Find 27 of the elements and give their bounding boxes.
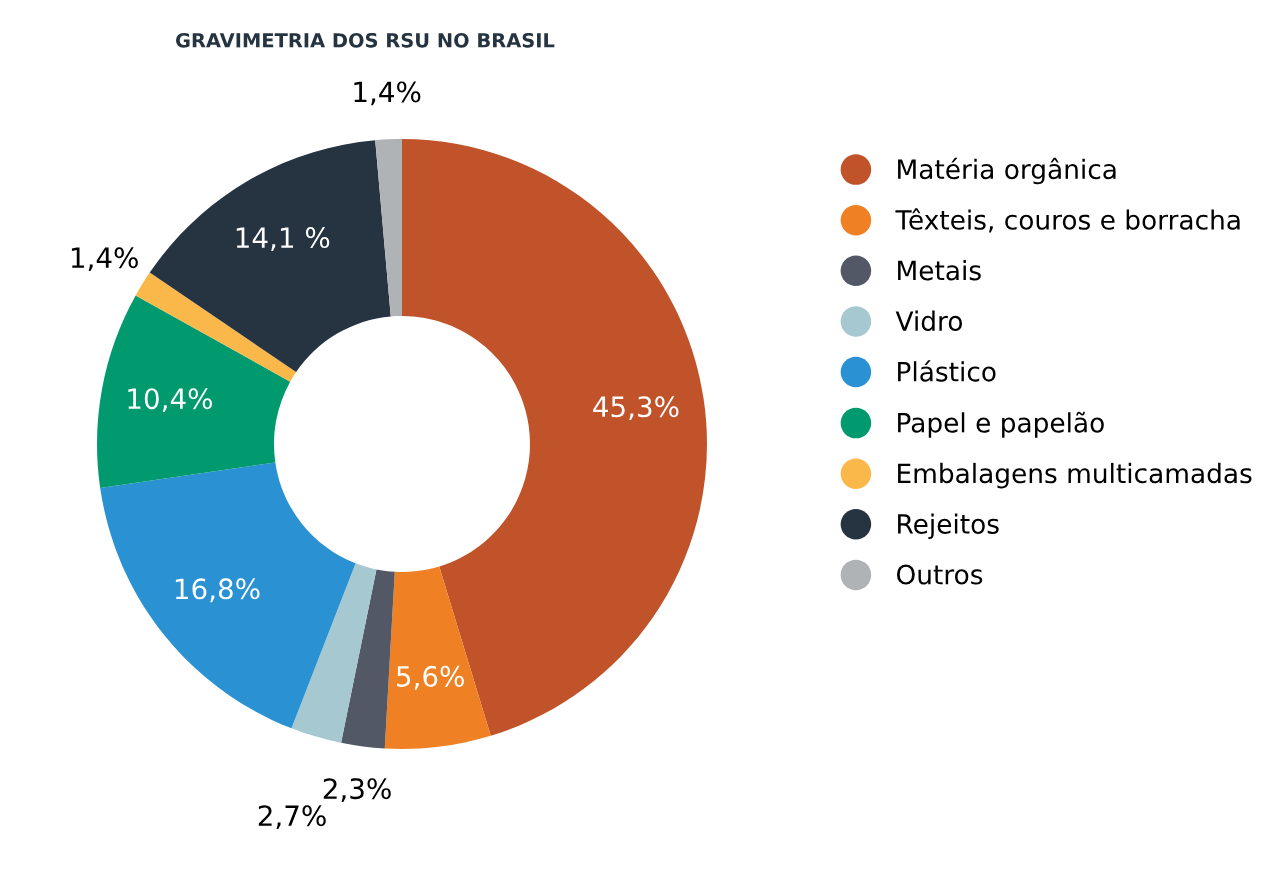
legend-label: Têxteis, couros e borracha — [895, 208, 1240, 233]
donut-slice — [291, 563, 377, 743]
data-label: 2,7% — [258, 805, 326, 830]
data-label: 16,8% — [175, 578, 260, 603]
legend-label: Papel e papelão — [898, 411, 1104, 438]
donut-slice — [149, 140, 391, 373]
legend-label: Rejeitos — [898, 513, 999, 540]
data-label: 5,6% — [397, 665, 464, 690]
legend-label: Outros — [896, 564, 983, 585]
legend-label: Metais — [898, 259, 981, 281]
legend-label: Vidro — [895, 310, 962, 332]
donut-slice — [384, 566, 491, 749]
donut-slice — [100, 462, 356, 729]
legend-label: Embalagens multicamadas — [898, 462, 1252, 489]
data-label: 10,4% — [128, 388, 212, 413]
data-label: 1,4% — [71, 247, 138, 272]
data-label: 14,1 % — [236, 227, 330, 251]
donut-slice — [341, 569, 395, 749]
donut-slice — [97, 295, 291, 488]
donut-slice — [135, 272, 297, 382]
data-label: 45,3% — [593, 396, 679, 421]
legend-label: Plástico — [898, 360, 996, 382]
donut-slice — [375, 139, 402, 317]
chart-title: GRAVIMETRIA DOS RSU NO BRASIL — [175, 32, 555, 48]
data-label: 2,3% — [323, 778, 391, 802]
legend-label: Matéria orgânica — [898, 157, 1116, 185]
data-label: 1,4% — [354, 81, 421, 106]
